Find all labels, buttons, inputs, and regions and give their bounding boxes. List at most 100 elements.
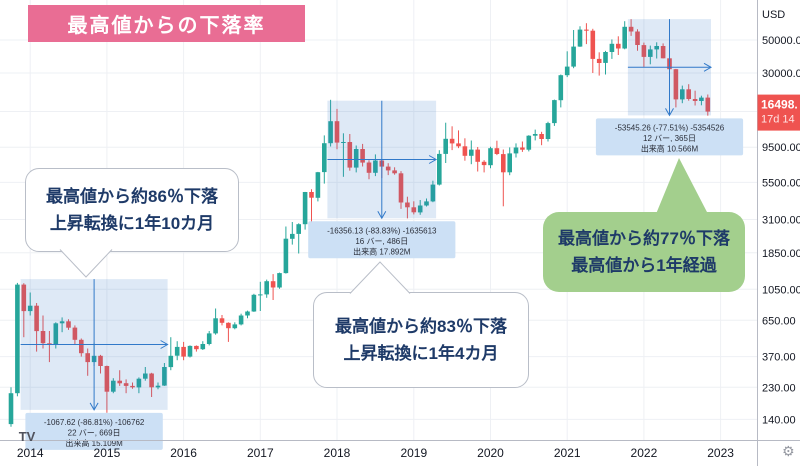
measure-stat: 16 バー, 486日 [355,237,408,246]
candle-body [149,373,154,388]
candle-body [590,30,596,59]
year-tick: 2023 [707,446,734,460]
candle-body [532,134,538,136]
arrow-down-icon [377,211,387,220]
candle-body [443,138,448,154]
candle-body [462,146,468,156]
callout-tail-up-icon [349,261,411,294]
candle-body [430,184,436,202]
candle-body [136,378,142,388]
candle-body [475,149,480,162]
candle-body [360,149,365,163]
candle-body [417,205,423,213]
candle-body [373,160,378,173]
candle-body [328,121,333,144]
tradingview-logo-icon[interactable]: TV [18,428,36,444]
measure-stat: -16356.13 (-83.83%) -1635613 [327,226,437,235]
candle-body [117,380,122,384]
candle-body [513,147,519,154]
measure-stat: 12 バー, 365日 [643,134,696,143]
year-tick: 2016 [170,446,197,460]
candle-body [705,97,711,112]
candle-body [545,123,551,139]
candle-body [680,89,685,100]
price-tick: 650.00 [762,315,796,327]
candle-body [341,142,346,143]
callout-line: 最高値から約77％下落 [558,228,730,248]
year-tick: 2014 [17,446,44,460]
candle-body [40,331,46,344]
candle-body [79,339,84,354]
candle-body [564,66,570,76]
price-tick: 3100.00 [762,215,800,227]
candle-body [347,142,353,168]
measure-stat: 出来高 17.892M [353,246,411,256]
arrow-down-icon [665,108,674,117]
callout-2015-drawdown: 最高値から約86％下落 上昇転換に1年10カ月 [25,168,239,252]
year-tick: 2017 [247,446,274,460]
candle-body [622,26,627,49]
candle-body [654,46,659,50]
callout-line: 上昇転換に1年10カ月 [49,214,215,233]
candle-body [296,224,301,234]
candle-body [603,52,608,63]
callout-tail-down-icon [59,249,113,278]
candle-body [123,383,129,386]
candle-body [85,353,90,363]
arrow-right-icon [703,62,713,72]
candle-body [21,284,27,312]
callout-2022-drawdown: 最高値から約77％下落 最高値から1年経過 [543,212,745,292]
page-title: 最高値からの下落率 [28,5,305,42]
candle-body [526,135,532,150]
candle-body [194,345,199,350]
candle-body [469,149,474,156]
candle-body [539,134,544,139]
candle-body [424,201,429,206]
candle-body [609,43,615,52]
year-tick: 2019 [400,446,427,460]
candle-body [309,192,314,198]
candle-body [616,43,621,49]
candle-body [334,121,340,143]
candle-body [558,75,564,101]
candle-body [322,143,327,173]
callout-line: 最高値から約86％下落 [46,186,218,206]
candle-body [143,373,148,379]
candle-body [111,380,116,392]
candle-body [162,367,167,386]
candle-body [411,207,417,213]
candle-body [290,233,295,239]
candle-body [648,49,653,57]
candle-body [456,143,461,147]
measure-stat: -1067.62 (-86.81%) -106762 [44,418,145,427]
candle-body [245,311,250,316]
price-tick: 30000.00 [762,68,800,80]
callout-tail-up-green-icon [656,158,708,214]
candle-body [628,26,634,32]
chart-candles [8,19,711,427]
candle-body [34,305,39,332]
gear-icon[interactable]: ⚙ [782,443,795,459]
candle-body [584,29,589,31]
candle-body [66,321,71,328]
measure-stat: 出来高 10.566M [641,143,699,153]
candle-body [104,366,110,392]
candle-body [59,321,65,324]
candle-body [130,385,135,388]
candle-body [264,281,269,295]
candle-body [187,345,193,357]
candle-body [27,305,33,312]
candle-body [232,324,238,329]
candle-body [206,333,212,344]
candle-body [258,294,263,296]
candle-body [270,281,276,288]
candle-body [405,202,410,208]
candle-body [168,355,174,368]
price-tick: 1850.00 [762,248,800,260]
candle-body [494,148,500,154]
candle-body [641,45,647,57]
candle-body [72,327,78,340]
callout-line: 最高値から約83％下落 [335,316,507,336]
